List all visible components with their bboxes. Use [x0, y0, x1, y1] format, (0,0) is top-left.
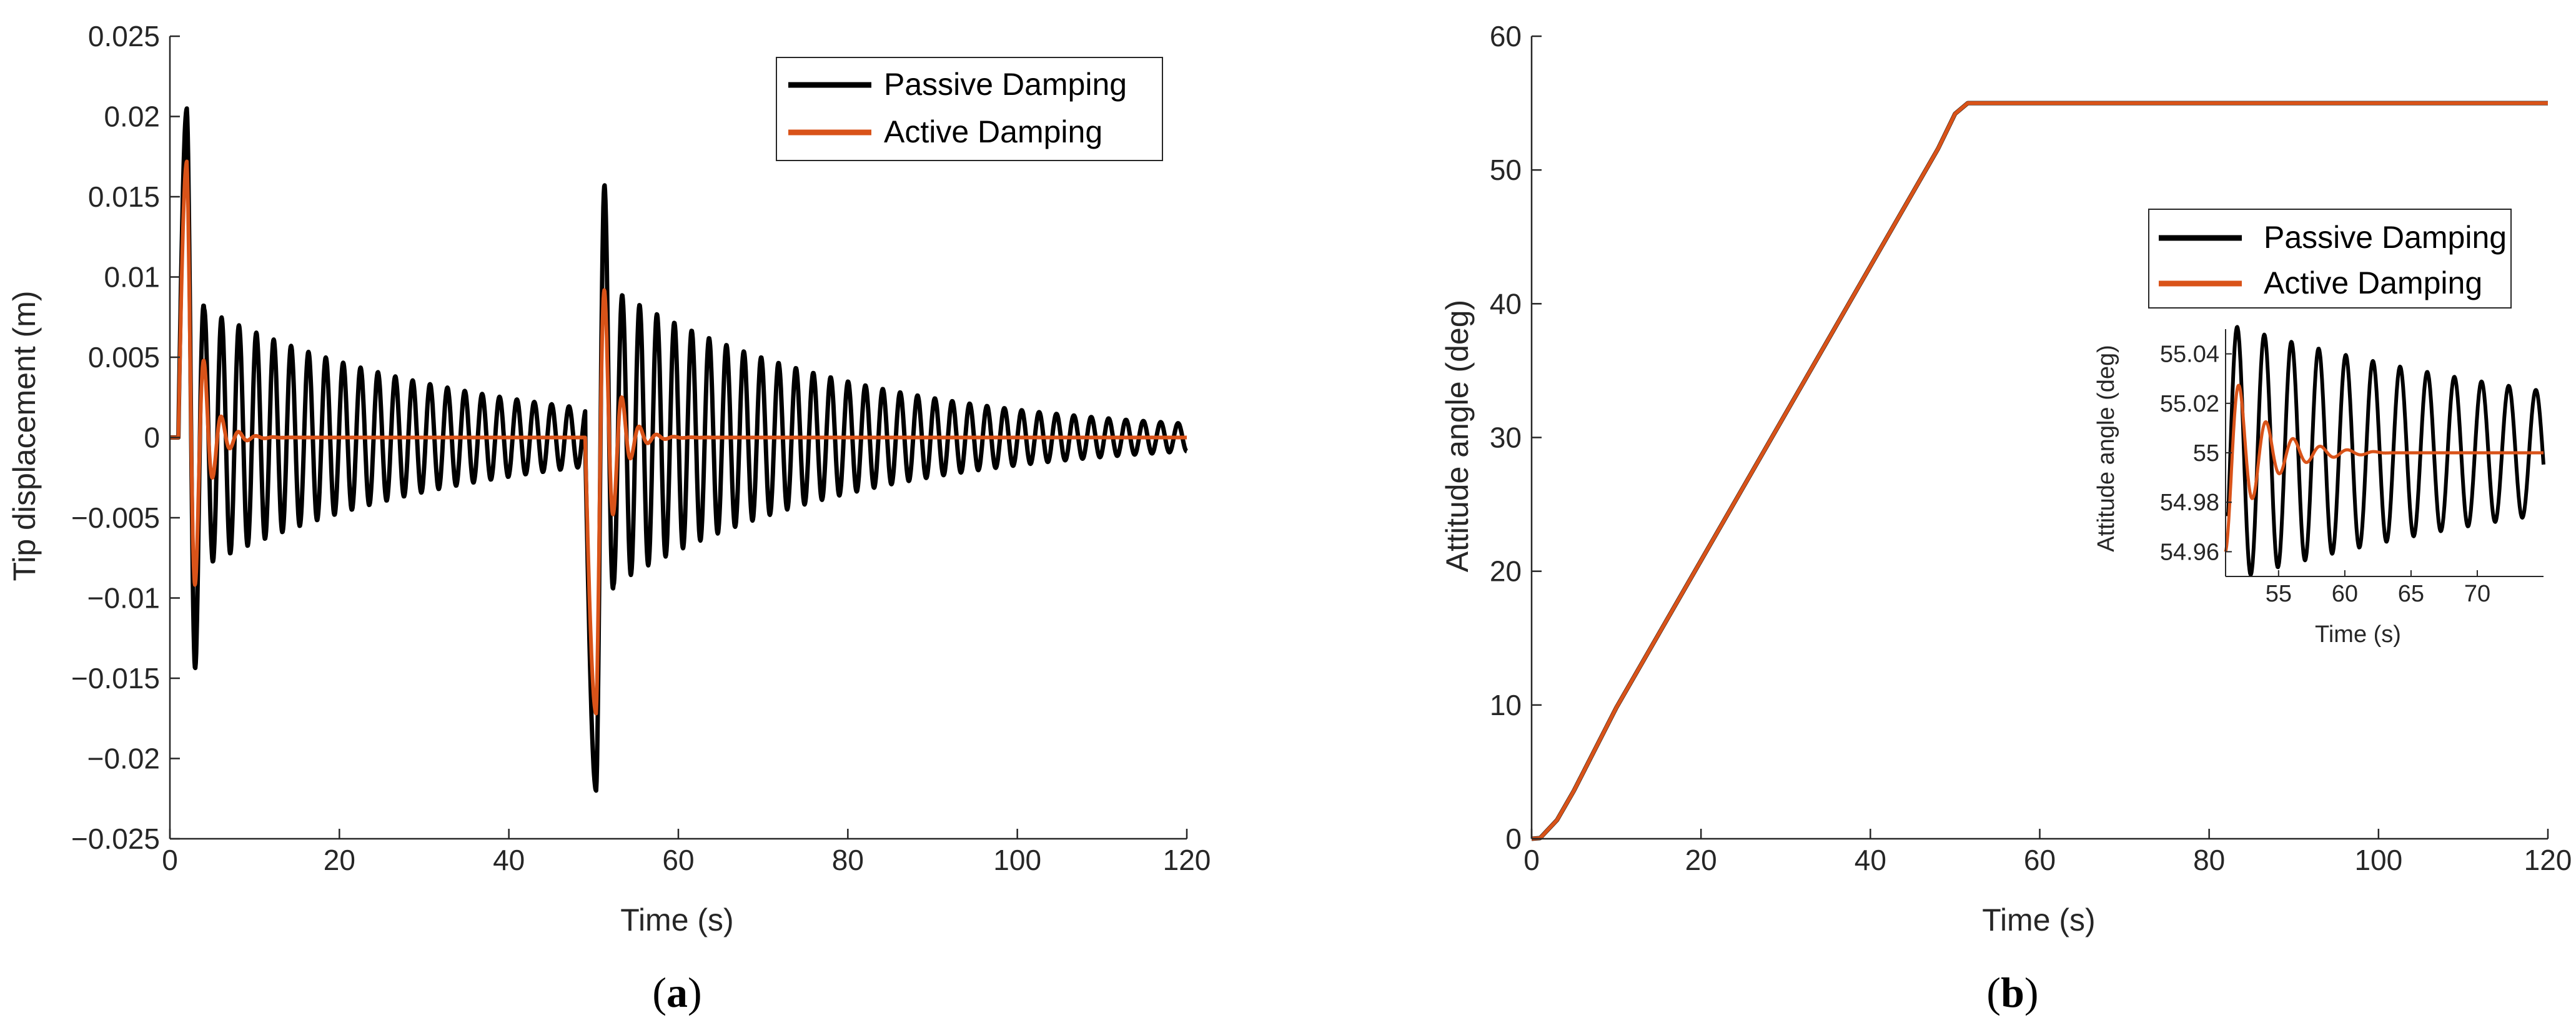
panel-a-plot-area	[168, 106, 1189, 793]
panel-a-legend-label-passive: Passive Damping	[884, 67, 1127, 102]
panel-b-inset-series-active-line	[2224, 383, 2545, 552]
panel-b-inset-plot-area	[2224, 325, 2545, 577]
panel-a-legend: Passive Damping Active Damping	[776, 57, 1163, 161]
panel-b-x-ticks: 0 20 40 60 80 100 120	[1523, 829, 2572, 876]
panel-a-legend-box	[776, 57, 1163, 161]
panel-a-y-axis-label: Tip displacement (m)	[7, 291, 42, 581]
panel-b-legend-label-passive: Passive Damping	[2264, 220, 2507, 255]
panel-b-x-tick-label: 80	[2193, 844, 2225, 876]
panel-a: 0 20 40 60 80 100 120 −0.025−0.02−0.015−0.01−0…	[7, 20, 1211, 1016]
panel-b-inset-y-tick-label: 55	[2193, 440, 2219, 467]
panel-a-x-tick-label: 60	[662, 844, 694, 876]
panel-b-inset-x-axis-label: Time (s)	[2315, 621, 2401, 648]
panel-b-inset-x-tick-label: 60	[2332, 581, 2358, 607]
panel-a-x-tick-label: 20	[324, 844, 355, 876]
panel-a-y-tick-label: −0.02	[87, 743, 160, 775]
panel-b-caption-label: (b)	[1986, 969, 2038, 1016]
panel-a-caption-letter: a	[666, 969, 688, 1016]
panel-b-y-tick-label: 40	[1490, 287, 1522, 320]
panel-a-series-passive-line	[168, 106, 1189, 793]
panel-a-y-tick-label: 0.025	[88, 20, 160, 52]
panel-b: 0 20 40 60 80 100 120 0 10 20 30 40 50 60 Time (s) A…	[1440, 20, 2572, 1016]
panel-b-x-tick-label: 100	[2354, 844, 2402, 876]
panel-b-y-tick-label: 10	[1490, 689, 1522, 721]
panel-b-inset-x-ticks: 55 60 65 70	[2266, 570, 2490, 607]
panel-b-inset-y-tick-label: 54.96	[2160, 539, 2219, 565]
panel-b-inset-x-tick-label: 70	[2464, 581, 2490, 607]
panel-b-x-axis-label: Time (s)	[1982, 902, 2095, 937]
panel-b-legend-box	[2148, 209, 2512, 309]
panel-b-inset-y-axis-label: Attitude angle (deg)	[2093, 345, 2119, 552]
panel-b-inset-y-ticks: 54.96 54.98 55 55.02 55.04	[2160, 342, 2232, 565]
panel-a-y-tick-label: 0	[144, 422, 160, 454]
panel-b-inset-y-tick-label: 55.04	[2160, 342, 2219, 368]
panel-b-inset-y-tick-label: 54.98	[2160, 490, 2219, 516]
panel-a-legend-label-active: Active Damping	[884, 114, 1102, 149]
panel-a-x-tick-label: 100	[993, 844, 1041, 876]
panel-b-y-axis-label: Attitude angle (deg)	[1440, 300, 1475, 572]
panel-b-inset: 55 60 65 70 54.96 54.98 55 55.02 55.04 Time (s)…	[2093, 324, 2545, 648]
panel-b-inset-series-passive-line	[2224, 325, 2545, 577]
panel-a-y-tick-label: 0.005	[88, 341, 160, 373]
panel-b-x-tick-label: 60	[2024, 844, 2056, 876]
panel-b-x-tick-label: 40	[1855, 844, 1886, 876]
panel-b-x-tick-label: 20	[1685, 844, 1717, 876]
panel-a-x-tick-label: 40	[493, 844, 525, 876]
panel-a-y-tick-label: 0.02	[104, 101, 160, 133]
panel-a-y-tick-label: −0.01	[87, 582, 160, 615]
panel-b-y-tick-label: 50	[1490, 154, 1522, 186]
panel-a-y-ticks: −0.025 −0.02 −0.015 −0.01 −0.005 0 0.005 0.01 0.…	[71, 20, 180, 855]
panel-b-y-tick-label: 20	[1490, 555, 1522, 588]
panel-a-x-ticks: 0 20 40 60 80 100 120	[162, 829, 1211, 876]
panel-a-y-tick-label: −0.015	[71, 662, 160, 694]
panel-b-caption-open: (	[1986, 969, 2001, 1016]
panel-b-caption-close: )	[2024, 969, 2039, 1016]
panel-b-caption-letter: b	[2001, 969, 2024, 1016]
panel-b-plot-area	[1531, 101, 2548, 841]
panel-b-inset-x-tick-label: 65	[2398, 581, 2424, 607]
panel-b-y-tick-label: 60	[1490, 20, 1522, 52]
panel-b-x-tick-label: 120	[2524, 844, 2572, 876]
panel-a-x-tick-label: 0	[162, 844, 178, 876]
panel-b-y-tick-label: 30	[1490, 422, 1522, 454]
panel-b-inset-y-tick-label: 55.02	[2160, 391, 2219, 417]
panel-a-y-tick-label: 0.015	[88, 180, 160, 213]
panel-a-caption-open: (	[652, 969, 666, 1016]
panel-a-caption-close: )	[688, 969, 702, 1016]
panel-a-y-tick-label: 0.01	[104, 261, 160, 294]
panel-a-x-tick-label: 80	[832, 844, 864, 876]
panel-a-caption-label: (a)	[652, 969, 701, 1016]
panel-b-series-active-line	[1531, 101, 2548, 841]
panel-a-y-tick-label: −0.025	[71, 823, 160, 855]
panel-b-inset-background	[2121, 324, 2544, 575]
panel-a-x-axis-label: Time (s)	[620, 902, 733, 937]
panel-b-inset-x-tick-label: 55	[2266, 581, 2292, 607]
panel-b-legend: Passive Damping Active Damping	[2148, 209, 2512, 309]
panel-a-series-active-line	[168, 159, 1189, 716]
panel-b-y-tick-label: 0	[1505, 823, 1522, 855]
panel-a-y-tick-label: −0.005	[71, 502, 160, 534]
panel-b-legend-label-active: Active Damping	[2264, 265, 2482, 300]
panel-b-y-ticks: 0 10 20 30 40 50 60	[1490, 20, 1542, 855]
panel-a-x-tick-label: 120	[1163, 844, 1211, 876]
panel-b-x-tick-label: 0	[1523, 844, 1540, 876]
